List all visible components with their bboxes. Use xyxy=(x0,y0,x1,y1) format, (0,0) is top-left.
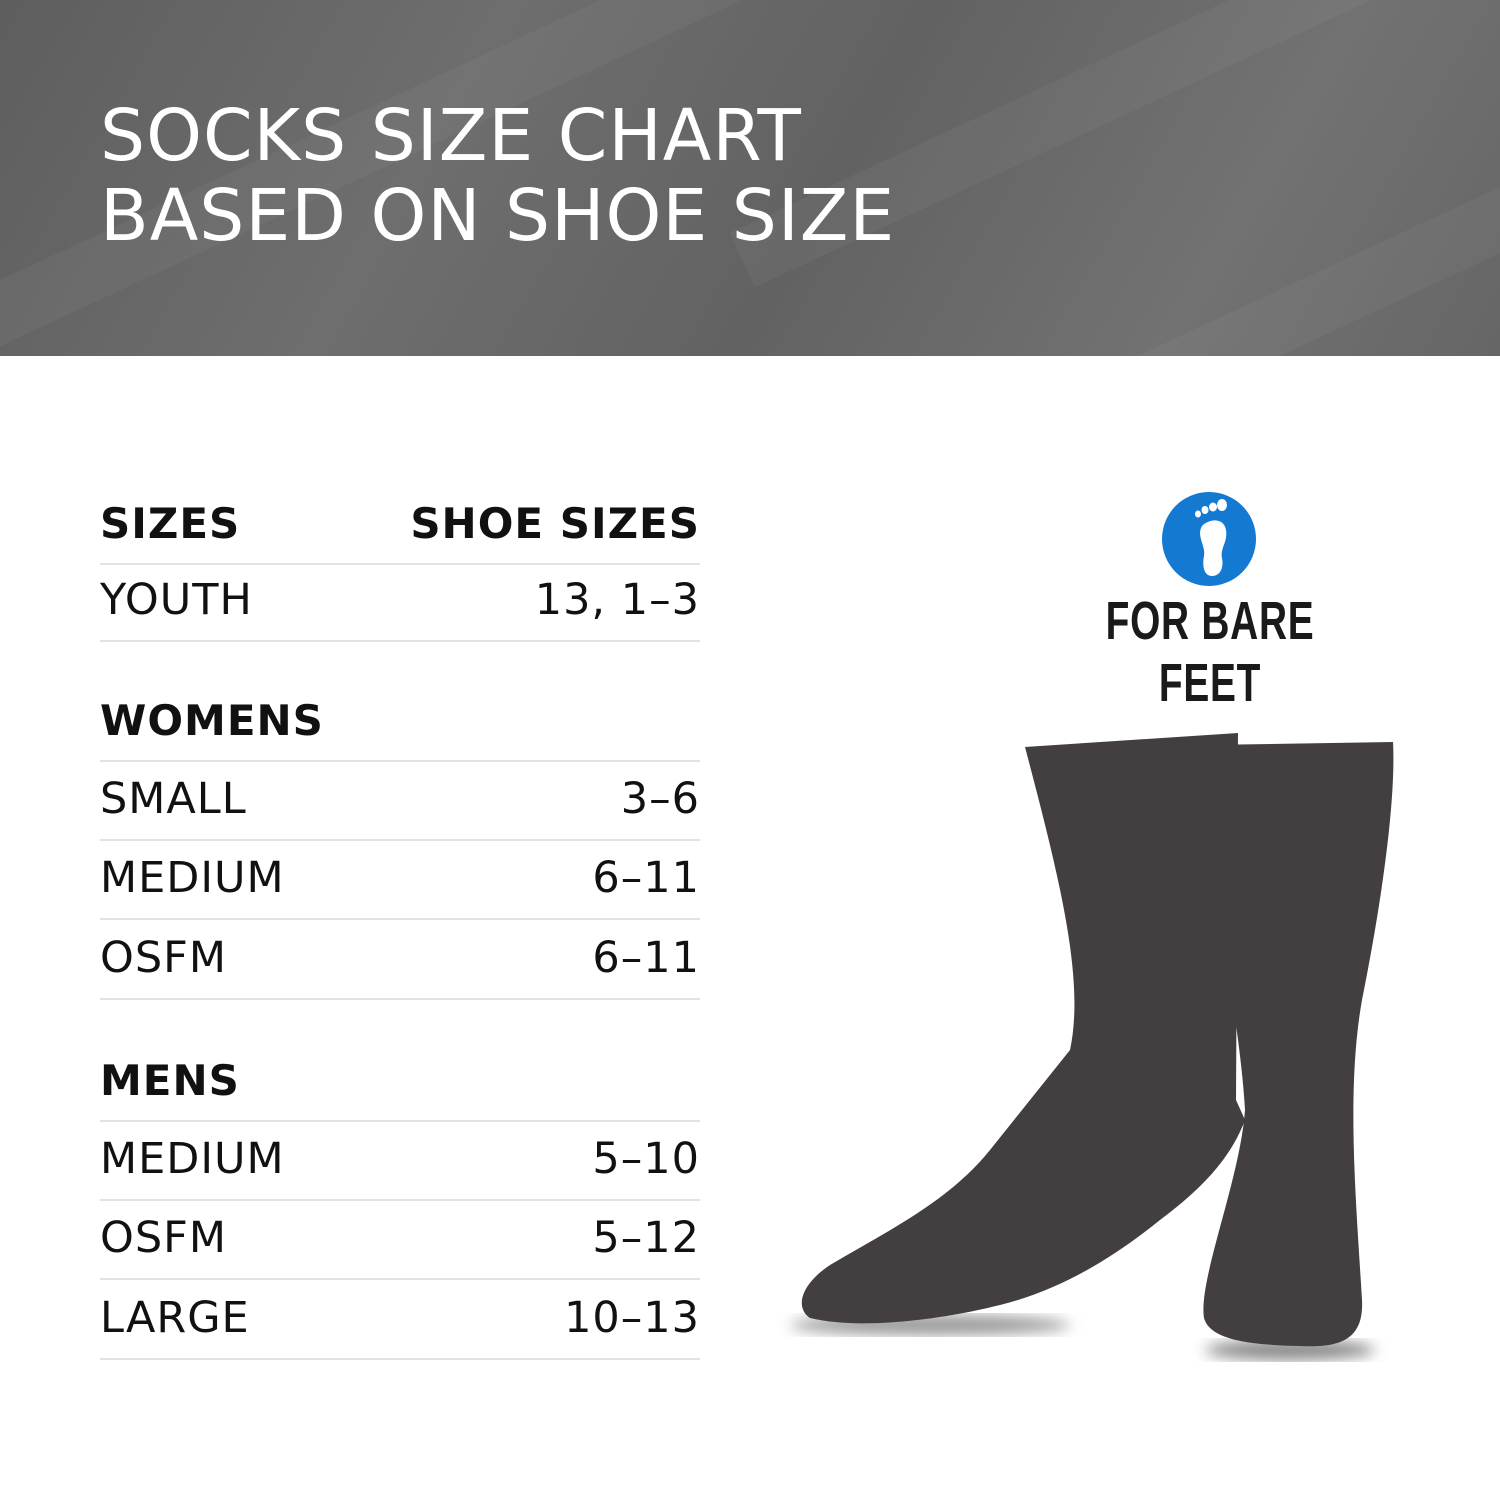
shoe-size-value: 13, 1–3 xyxy=(534,575,700,625)
left-sock xyxy=(801,733,1245,1324)
title-banner: SOCKS SIZE CHART BASED ON SHOE SIZE xyxy=(0,0,1500,356)
size-label: OSFM xyxy=(100,933,227,983)
shoe-size-value: 10–13 xyxy=(564,1293,700,1343)
shoe-size-value: 5–12 xyxy=(592,1213,700,1263)
sock-shadow xyxy=(1205,1340,1375,1360)
table-row: LARGE 10–13 xyxy=(100,1278,700,1360)
shoe-size-value: 3–6 xyxy=(620,774,700,824)
table-header: SIZES SHOE SIZES xyxy=(100,483,700,565)
page-title: SOCKS SIZE CHART BASED ON SHOE SIZE xyxy=(100,96,895,256)
size-label: LARGE xyxy=(100,1293,250,1343)
shoe-size-value: 6–11 xyxy=(592,933,700,983)
table-row: SMALL 3–6 xyxy=(100,759,700,841)
column-header-shoe-sizes: SHOE SIZES xyxy=(410,498,700,548)
section-heading-text: WOMENS xyxy=(100,695,324,745)
table-row: MEDIUM 6–11 xyxy=(100,838,700,920)
title-line-2: BASED ON SHOE SIZE xyxy=(100,174,896,257)
title-line-1: SOCKS SIZE CHART xyxy=(100,94,802,177)
table-row: YOUTH 13, 1–3 xyxy=(100,560,700,642)
shoe-size-value: 6–11 xyxy=(592,853,700,903)
table-row: OSFM 6–11 xyxy=(100,918,700,1000)
for-bare-feet-label: FOR BARE FEET xyxy=(1105,591,1315,713)
right-sock xyxy=(1203,742,1394,1347)
size-label: MEDIUM xyxy=(100,1134,285,1184)
column-header-sizes: SIZES xyxy=(100,498,241,548)
section-heading-womens: WOMENS xyxy=(100,680,700,762)
table-row: OSFM 5–12 xyxy=(100,1198,700,1280)
footprint-icon xyxy=(1162,492,1256,586)
size-label: MEDIUM xyxy=(100,853,285,903)
size-label: SMALL xyxy=(100,774,247,824)
shoe-size-value: 5–10 xyxy=(592,1134,700,1184)
size-label: YOUTH xyxy=(100,575,253,625)
section-heading-mens: MENS xyxy=(100,1040,700,1122)
size-label: OSFM xyxy=(100,1213,227,1263)
section-heading-text: MENS xyxy=(100,1055,240,1105)
table-row: MEDIUM 5–10 xyxy=(100,1119,700,1201)
